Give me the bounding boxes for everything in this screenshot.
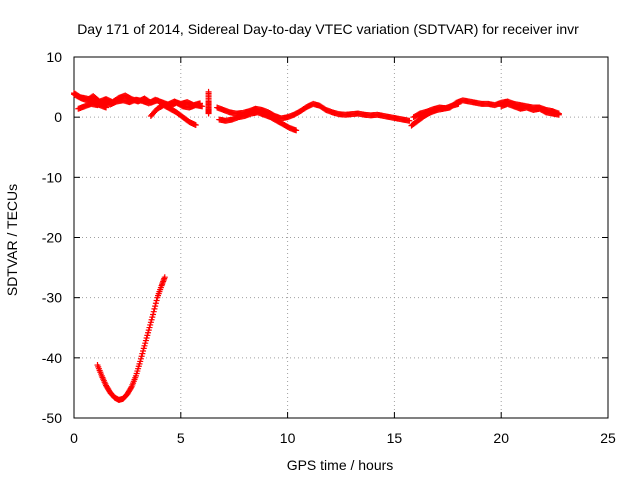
x-axis-label: GPS time / hours <box>287 457 394 473</box>
data-point <box>140 348 147 355</box>
y-tick-label: 0 <box>54 109 62 125</box>
data-point <box>148 316 155 323</box>
data-point <box>146 324 153 331</box>
data-point <box>293 127 300 134</box>
x-tick-label: 15 <box>387 430 403 446</box>
data-point <box>161 274 168 281</box>
data-point <box>127 384 134 391</box>
y-tick-label: 10 <box>46 49 62 65</box>
data-series <box>71 88 562 403</box>
data-point <box>142 337 149 344</box>
data-point <box>152 300 159 307</box>
data-point <box>142 340 149 347</box>
data-point <box>137 355 144 362</box>
data-point <box>150 308 157 315</box>
data-point <box>153 297 160 304</box>
data-point <box>150 311 157 318</box>
x-tick-label: 25 <box>600 430 616 446</box>
data-point <box>152 303 159 310</box>
data-point <box>205 110 212 117</box>
chart-title: Day 171 of 2014, Sidereal Day-to-day VTE… <box>77 21 579 37</box>
data-point <box>147 319 154 326</box>
x-axis: 0 5 10 15 20 25 <box>70 57 616 446</box>
data-point <box>555 111 562 118</box>
y-tick-label: -50 <box>42 410 62 426</box>
data-point <box>145 327 152 334</box>
y-tick-label: -30 <box>42 290 62 306</box>
data-point <box>140 345 147 352</box>
x-tick-label: 0 <box>70 430 78 446</box>
data-point <box>144 332 151 339</box>
data-point <box>139 350 146 357</box>
data-point <box>149 314 156 321</box>
data-point <box>147 321 154 328</box>
data-point <box>197 100 204 107</box>
data-point <box>138 353 145 360</box>
data-point <box>103 104 110 111</box>
y-axis-label: SDTVAR / TECUs <box>4 184 20 296</box>
data-point <box>137 358 144 365</box>
x-tick-label: 20 <box>493 430 509 446</box>
data-point <box>143 334 150 341</box>
data-point <box>141 342 148 349</box>
x-tick-label: 5 <box>177 430 185 446</box>
x-tick-label: 10 <box>280 430 296 446</box>
y-axis: -50 -40 -30 -20 -10 0 10 <box>42 49 608 426</box>
y-tick-label: -40 <box>42 350 62 366</box>
data-point <box>145 329 152 336</box>
y-tick-label: -20 <box>42 230 62 246</box>
data-point <box>455 100 462 107</box>
data-point <box>199 103 206 110</box>
data-point <box>192 121 199 128</box>
y-tick-label: -10 <box>42 169 62 185</box>
data-point <box>151 305 158 312</box>
data-point <box>406 117 413 124</box>
